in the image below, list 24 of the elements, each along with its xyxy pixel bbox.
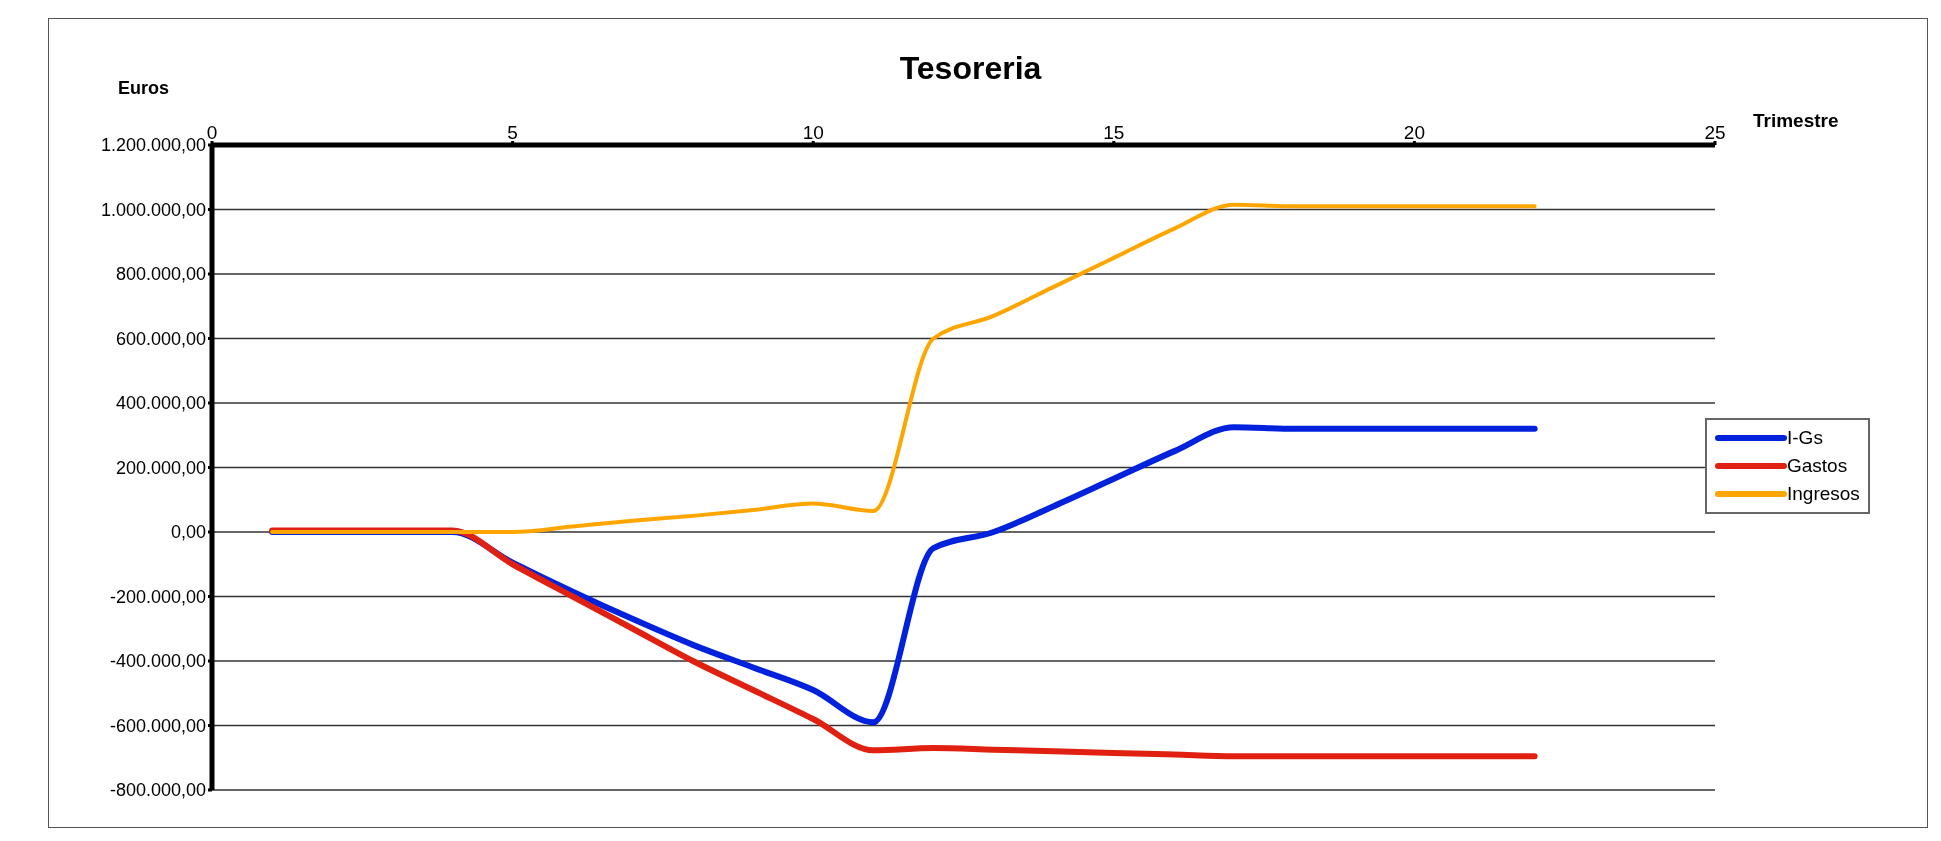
legend-label: I-Gs [1787, 426, 1823, 450]
x-tick-label: 15 [1103, 122, 1125, 143]
y-tick-label: 600.000,00 [115, 328, 206, 349]
chart-title: Tesoreria [899, 50, 1042, 86]
x-tick-label: 10 [802, 122, 824, 143]
y-tick-label: -800.000,00 [109, 780, 206, 801]
x-tick-label: 20 [1403, 122, 1425, 143]
x-tick-label: 0 [206, 122, 218, 143]
y-tick-label: 400.000,00 [115, 393, 206, 414]
x-tick-label: 5 [507, 122, 518, 143]
y-axis-title: Euros [118, 78, 170, 99]
y-tick-label: 200.000,00 [115, 457, 206, 478]
x-tick-label: 25 [1704, 122, 1726, 143]
y-tick-label: 1.200.000,00 [100, 135, 206, 156]
legend-label: Ingresos [1787, 482, 1860, 506]
y-tick-label: -400.000,00 [109, 651, 206, 672]
line-series [270, 202, 1537, 534]
y-tick-label: 0,00 [170, 522, 206, 543]
y-tick-label: 1.000.000,00 [100, 199, 206, 220]
y-tick-label: -600.000,00 [109, 715, 206, 736]
y-tick-label: -200.000,00 [109, 586, 206, 607]
y-tick-label: 800.000,00 [115, 264, 206, 285]
legend-label: Gastos [1787, 454, 1848, 478]
x-axis-title: Trimestre [1753, 110, 1839, 132]
